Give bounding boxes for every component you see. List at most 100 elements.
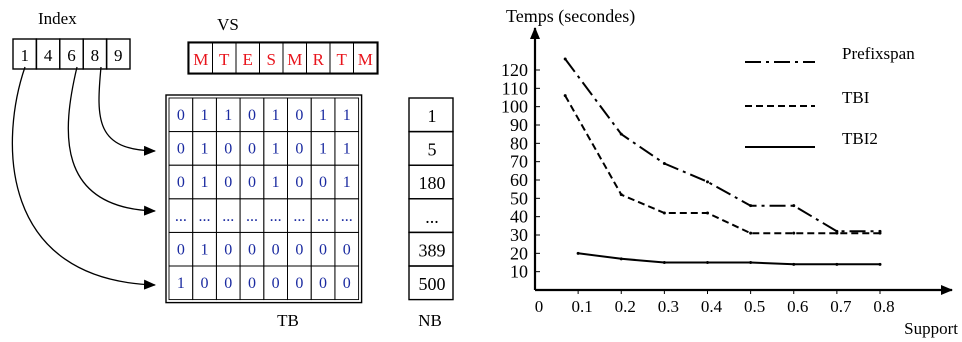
series-lines: [563, 57, 882, 266]
nb-value: 5: [428, 140, 437, 160]
tb-bit: 0: [248, 241, 256, 258]
series-point-prefixspan: [706, 180, 709, 184]
index-value: 8: [91, 46, 100, 65]
tb-bit: 1: [343, 107, 351, 124]
vs-letter: R: [313, 50, 325, 69]
index-value: 6: [67, 46, 76, 65]
nb-value: 500: [419, 274, 446, 294]
tb-bit: 1: [272, 141, 280, 158]
tb-bit: 1: [224, 107, 232, 124]
tb-bit: 0: [248, 107, 256, 124]
vs-letter: M: [358, 50, 373, 69]
vs-frame: [187, 41, 379, 75]
tb-bit: 0: [319, 241, 327, 258]
series-point-prefixspan: [563, 57, 567, 61]
series-point-tbi2: [619, 257, 623, 261]
index-cell: [105, 38, 131, 70]
tb-bit: ...: [222, 208, 234, 225]
index-value: 1: [20, 46, 29, 65]
tb-bit: 0: [319, 275, 327, 292]
tb-bit: ...: [293, 208, 305, 225]
legend-label-prefixspan: Prefixspan: [842, 44, 915, 63]
nb-value: 1: [428, 106, 437, 126]
series-point-tbi: [749, 231, 753, 235]
legend-label-tbi: TBI: [842, 88, 870, 107]
series-point-tbi: [619, 193, 623, 197]
index-label: Index: [38, 9, 77, 28]
series-point-tbi2: [878, 262, 882, 266]
vs-letter: T: [337, 50, 348, 69]
tb-bit: ...: [317, 208, 329, 225]
tb-bit: 1: [177, 275, 185, 292]
x-tick-label: 0.3: [658, 297, 679, 316]
tb-bit: 0: [295, 141, 303, 158]
tb-bit: 1: [272, 174, 280, 191]
tb-bit: 0: [224, 141, 232, 158]
nb-value: 180: [419, 173, 446, 193]
tb-bit: 1: [343, 174, 351, 191]
series-point-prefixspan: [792, 204, 796, 208]
series-point-tbi2: [706, 261, 709, 264]
x-tick-label: 0.1: [572, 297, 593, 316]
series-point-tbi: [563, 94, 567, 98]
y-tick-label: 100: [501, 97, 528, 117]
nb-value: ...: [425, 207, 439, 227]
nb-label: NB: [418, 311, 442, 330]
series-line-tbi: [564, 95, 880, 235]
tb-bit: 0: [295, 241, 303, 258]
series-point-prefixspan: [619, 132, 623, 136]
tb-bit: 0: [319, 174, 327, 191]
tb-bit: 0: [295, 275, 303, 292]
tb-bit: 0: [224, 174, 232, 191]
series-point-tbi2: [792, 262, 796, 266]
tb-table: 0 1 1 0 1 0 1 10 1 0 0 1 0 1 10 1 0 0 1 0 0 1................…: [165, 94, 363, 304]
x-tick-label: 0.2: [615, 297, 636, 316]
tb-bit: 1: [319, 107, 327, 124]
vs-letter: M: [193, 50, 208, 69]
tb-bit: 1: [201, 107, 209, 124]
tb-bit: 0: [201, 275, 209, 292]
tb-bit: 0: [248, 275, 256, 292]
series-point-tbi2: [749, 261, 753, 264]
tb-bit: 0: [272, 241, 280, 258]
chart: 0 0.1 0.2 0.3 0.4 0.5 0.6 0.7 0.8 10203040506070…: [501, 6, 958, 338]
series-point-tbi2: [662, 261, 666, 264]
tb-bit: 1: [201, 174, 209, 191]
y-axis-label: Temps (secondes): [506, 6, 635, 27]
index-value: 4: [44, 46, 53, 65]
vs-letter: S: [267, 50, 276, 69]
tb-bit: 0: [177, 241, 185, 258]
series-point-tbi: [835, 231, 839, 235]
y-tick-label: 90: [510, 115, 528, 135]
tb-label: TB: [277, 311, 299, 330]
x-ticks: 0 0.1 0.2 0.3 0.4 0.5 0.6 0.7 0.8: [535, 290, 895, 316]
arrow-index-6: [67, 66, 156, 216]
series-point-tbi2: [835, 262, 839, 266]
series-point-tbi: [792, 231, 796, 235]
tb-bit: 1: [272, 107, 280, 124]
tb-bit: 0: [224, 275, 232, 292]
x-tick-label: 0.8: [873, 297, 894, 316]
tb-bit: ...: [199, 208, 211, 225]
tb-bit: 0: [177, 141, 185, 158]
series-point-tbi: [706, 211, 709, 215]
tb-bit: 0: [177, 174, 185, 191]
y-tick-label: 70: [510, 152, 528, 172]
x-tick-label: 0.7: [830, 297, 852, 316]
y-tick-label: 50: [510, 188, 528, 208]
tb-frame: [165, 94, 363, 304]
legend: Prefixspan TBI TBI2: [745, 44, 915, 148]
vs-letter: T: [219, 50, 230, 69]
index-value: 9: [114, 46, 123, 65]
tb-bit: 0: [248, 141, 256, 158]
nb-cell: [408, 265, 454, 301]
tb-bit: ...: [175, 208, 187, 225]
vs-letter: E: [243, 50, 253, 69]
series-point-tbi2: [576, 251, 580, 255]
